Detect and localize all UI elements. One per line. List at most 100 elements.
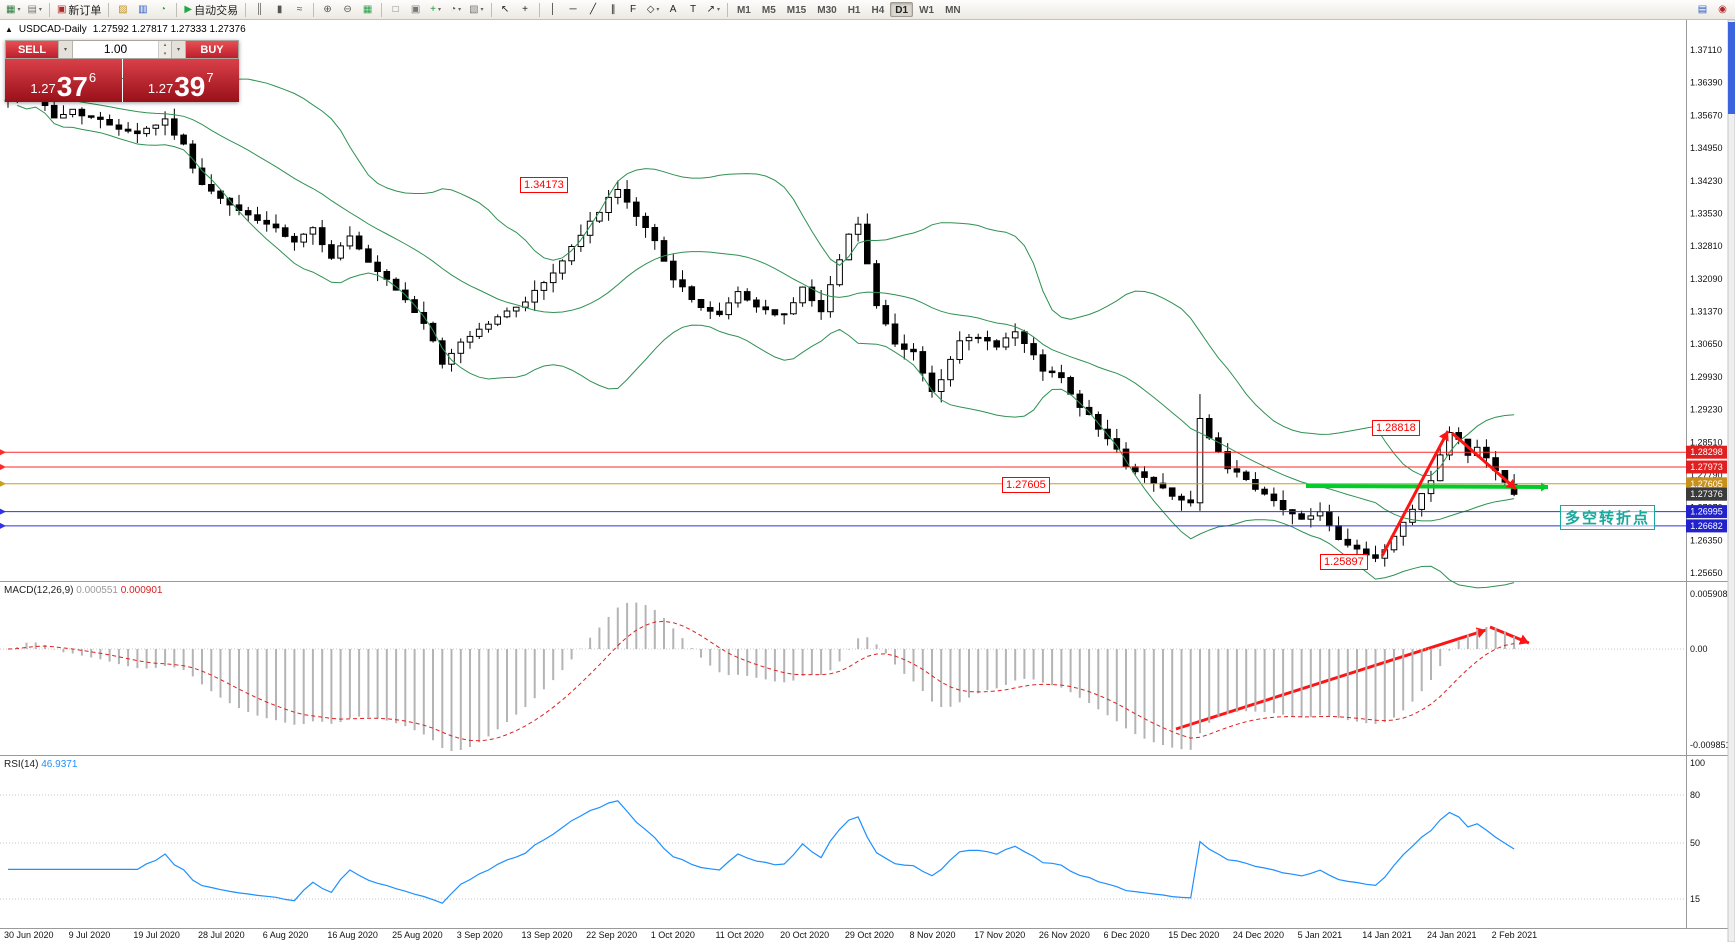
horizontal-line-button[interactable]: ─ <box>564 1 583 18</box>
svg-text:1 Oct 2020: 1 Oct 2020 <box>651 930 695 940</box>
macd-main-value: 0.000551 <box>76 585 118 596</box>
arrow-tools-caret-icon[interactable]: ▾ <box>716 7 720 13</box>
toolbox-button[interactable]: ▨ <box>113 1 132 18</box>
chart-profiles-button[interactable]: ▤ ▾ <box>24 1 44 18</box>
svg-text:24 Dec 2020: 24 Dec 2020 <box>1233 930 1284 940</box>
new-chart-caret-icon[interactable]: ▾ <box>17 7 21 13</box>
macd-name: MACD(12,26,9) <box>4 585 74 596</box>
arrow-tools-button[interactable]: ↗ ▾ <box>704 1 723 18</box>
volume-value: 1.00 <box>103 42 128 56</box>
templates-button[interactable]: ▧ ▾ <box>466 1 486 18</box>
annotation-pivot-level-label[interactable]: 1.27605 <box>1002 477 1050 493</box>
annotation-turning-point-note[interactable]: 多空转折点 <box>1560 505 1656 530</box>
templates-caret-icon[interactable]: ▾ <box>480 7 484 13</box>
volume-field[interactable]: 1.00 ▴ ▾ <box>73 41 171 58</box>
svg-text:1.27376: 1.27376 <box>1690 489 1723 499</box>
ask-price-pip: 7 <box>206 70 214 85</box>
history-center-button[interactable]: ◔ <box>153 1 172 18</box>
timeframe-m1-button[interactable]: M1 <box>732 2 756 17</box>
one-click-panel-toggle-icon[interactable]: ▲ <box>5 25 13 34</box>
svg-text:1.27790: 1.27790 <box>1690 470 1723 480</box>
macd-indicator-label: MACD(12,26,9) 0.000551 0.000901 <box>4 585 162 596</box>
timeframe-m15-button[interactable]: M15 <box>782 2 811 17</box>
crosshair-icon: + <box>522 3 528 15</box>
toolbar-separator <box>48 2 50 17</box>
svg-text:29 Oct 2020: 29 Oct 2020 <box>845 930 894 940</box>
trendline-button[interactable]: ╱ <box>584 1 603 18</box>
strategy-tester-button[interactable]: ◉ <box>1713 1 1732 18</box>
text-button[interactable]: A <box>664 1 683 18</box>
arrange-windows-button[interactable]: ▣ <box>406 1 425 18</box>
annotation-swing-high-label[interactable]: 1.34173 <box>520 177 568 193</box>
fibonacci-button[interactable]: F <box>624 1 643 18</box>
crosshair-button[interactable]: + <box>516 1 535 18</box>
svg-text:3 Sep 2020: 3 Sep 2020 <box>457 930 503 940</box>
stepper-down-icon[interactable]: ▾ <box>159 49 171 58</box>
svg-text:1.37110: 1.37110 <box>1690 45 1722 55</box>
annotation-swing-low-label[interactable]: 1.25897 <box>1320 554 1368 570</box>
indicators-button[interactable]: + ▾ <box>426 1 445 18</box>
cursor-button[interactable]: ↖ <box>496 1 515 18</box>
cascade-windows-button[interactable]: □ <box>386 1 405 18</box>
price-axis: 1.37110 1.36390 1.35670 1.34950 1.34230 1.335… <box>1686 45 1727 578</box>
svg-text:6 Aug 2020: 6 Aug 2020 <box>263 930 309 940</box>
svg-text:1.31370: 1.31370 <box>1690 307 1723 317</box>
svg-text:0.005908: 0.005908 <box>1690 589 1728 599</box>
strategy-tester-icon: ◉ <box>1718 3 1727 15</box>
indicators-caret-icon[interactable]: ▾ <box>438 7 442 13</box>
svg-text:1.30650: 1.30650 <box>1690 339 1723 349</box>
vertical-line-button[interactable]: │ <box>544 1 563 18</box>
svg-text:1.33530: 1.33530 <box>1690 208 1723 218</box>
timeframe-m30-button[interactable]: M30 <box>812 2 841 17</box>
timeframe-mn-button[interactable]: MN <box>940 2 966 17</box>
candlestick-mode-button[interactable]: ▮ <box>270 1 289 18</box>
shapes-caret-icon[interactable]: ▾ <box>656 7 660 13</box>
bar-chart-mode-button[interactable]: ║ <box>250 1 269 18</box>
timeframe-d1-button[interactable]: D1 <box>890 2 914 17</box>
macd-signal-value: 0.000901 <box>120 585 163 596</box>
sell-button[interactable]: SELL <box>6 41 58 58</box>
timeframe-w1-button[interactable]: W1 <box>914 2 939 17</box>
timeframe-m5-button[interactable]: M5 <box>757 2 781 17</box>
sell-price-button[interactable]: 1.27 37 6 <box>5 59 122 102</box>
toolbar-separator <box>490 2 492 17</box>
svg-text:25 Aug 2020: 25 Aug 2020 <box>392 930 443 940</box>
zoom-in-button[interactable]: ⊕ <box>318 1 337 18</box>
autotrading-button[interactable]: ▶ 自动交易 <box>181 1 241 18</box>
chart-profiles-caret-icon[interactable]: ▾ <box>38 7 42 13</box>
sell-dropdown-icon[interactable]: ▾ <box>58 41 73 58</box>
line-chart-mode-button[interactable]: ≈ <box>290 1 309 18</box>
timeframe-h4-button[interactable]: H4 <box>866 2 889 17</box>
periods-button[interactable]: ◔ ▾ <box>446 1 465 18</box>
buy-dropdown-icon[interactable]: ▾ <box>171 41 186 58</box>
svg-text:15 Dec 2020: 15 Dec 2020 <box>1168 930 1219 940</box>
rsi-name: RSI(14) <box>4 759 39 770</box>
right-scrollbar[interactable] <box>1727 19 1735 942</box>
shapes-button[interactable]: ◇ ▾ <box>644 1 663 18</box>
new-order-button[interactable]: ▣ 新订单 <box>54 1 104 18</box>
svg-text:1.25650: 1.25650 <box>1690 568 1723 578</box>
history-center-icon: ◔ <box>159 3 166 15</box>
timeframe-h1-button[interactable]: H1 <box>843 2 866 17</box>
zoom-out-button[interactable]: ⊖ <box>338 1 357 18</box>
buy-price-button[interactable]: 1.27 39 7 <box>122 59 239 102</box>
volume-stepper[interactable]: ▴ ▾ <box>158 41 171 58</box>
buy-button[interactable]: BUY <box>186 41 238 58</box>
fibonacci-icon: F <box>630 3 637 15</box>
tile-windows-button[interactable]: ▦ <box>358 1 377 18</box>
text-label-button[interactable]: T <box>684 1 703 18</box>
equidistant-channel-button[interactable]: ∥ <box>604 1 623 18</box>
tile-windows-icon: ▦ <box>362 3 373 15</box>
line-chart-mode-icon: ≈ <box>296 3 303 15</box>
svg-text:1.28298: 1.28298 <box>1690 447 1723 457</box>
chart-symbol-title: USDCAD-Daily <box>18 24 87 35</box>
annotation-january-peak-label[interactable]: 1.28818 <box>1372 420 1420 436</box>
market-watch-button[interactable]: ▥ <box>133 1 152 18</box>
stepper-up-icon[interactable]: ▴ <box>159 41 171 50</box>
periods-caret-icon[interactable]: ▾ <box>458 7 462 13</box>
svg-text:1.26682: 1.26682 <box>1690 521 1723 531</box>
data-window-button[interactable]: ▤ <box>1693 1 1712 18</box>
new-chart-button[interactable]: ▦ ▾ <box>3 1 23 18</box>
